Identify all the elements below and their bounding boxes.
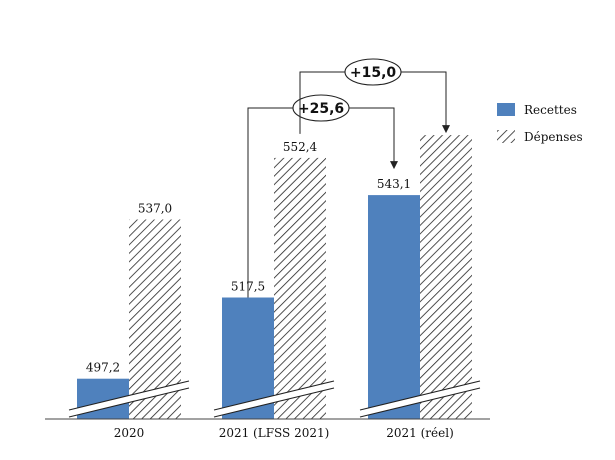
break-mark-0 [68, 380, 190, 418]
difference-annotation-0: +25,6 [247, 94, 398, 298]
data-label-dépenses-1: 552,4 [283, 140, 318, 154]
data-label-recettes-0: 497,2 [86, 361, 120, 375]
legend-swatch-recettes [497, 103, 515, 116]
bar-recettes-2 [368, 195, 420, 419]
data-label-dépenses-0: 537,0 [138, 202, 172, 216]
category-label-2: 2021 (réel) [386, 426, 454, 440]
axis-break-marks [68, 380, 481, 418]
legend-label-dépenses: Dépenses [524, 130, 583, 144]
difference-label-1: +15,0 [350, 65, 397, 81]
difference-oval-1 [344, 58, 402, 86]
data-label-recettes-2: 543,1 [377, 177, 411, 191]
legend: Recettes Dépenses [497, 103, 583, 144]
break-mark-2 [359, 380, 481, 418]
category-labels: 2020 2021 (LFSS 2021) 2021 (réel) [114, 426, 454, 440]
difference-arrows: +25,6 +15,0 [247, 58, 450, 298]
bar-dépenses-2 [420, 135, 472, 419]
difference-label-0: +25,6 [298, 101, 344, 117]
difference-oval-0 [292, 94, 350, 122]
bar-dépenses-1 [274, 157, 326, 419]
legend-label-recettes: Recettes [524, 103, 577, 117]
category-label-0: 2020 [114, 426, 145, 440]
category-label-1: 2021 (LFSS 2021) [219, 426, 330, 440]
difference-annotation-1: +15,0 [299, 58, 450, 134]
legend-swatch-dépenses [497, 130, 515, 143]
break-mark-1 [213, 380, 335, 418]
